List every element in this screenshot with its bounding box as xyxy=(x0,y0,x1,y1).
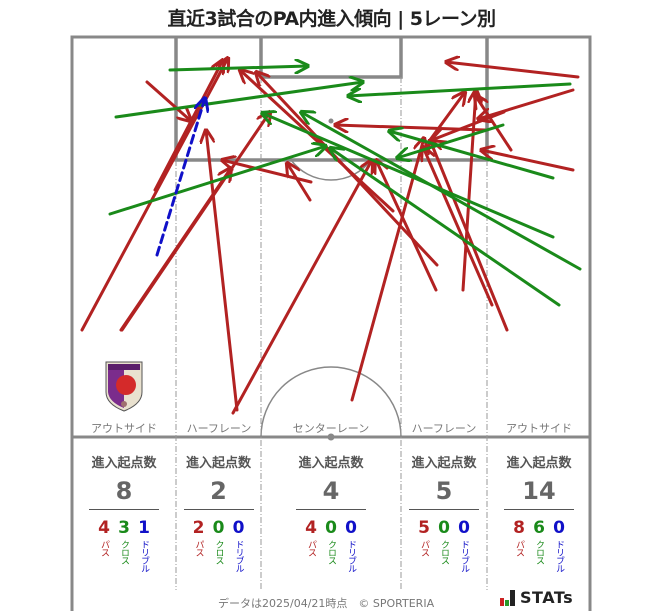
goal-area xyxy=(259,37,403,79)
penalty-arc xyxy=(290,159,372,181)
cross-label: クロス xyxy=(326,540,336,564)
cross-arrow xyxy=(108,146,326,216)
cross-arrow xyxy=(330,148,561,307)
pass-arrow xyxy=(256,72,439,267)
cross-count: 0 xyxy=(325,518,337,538)
bar-chart-icon xyxy=(500,598,504,606)
pass-arrow xyxy=(430,140,509,332)
pass-label: パス xyxy=(514,540,524,556)
pass-count: 5 xyxy=(418,518,430,538)
cross-label: クロス xyxy=(119,540,129,564)
dribble-count: 0 xyxy=(458,518,470,538)
pass-arrow xyxy=(446,62,580,79)
pass-count: 4 xyxy=(305,518,317,538)
pitch-outline xyxy=(70,35,592,611)
stat-header: 進入起点数 xyxy=(185,456,251,471)
lane-label-outside-left: アウトサイド xyxy=(91,422,157,435)
cross-arrow xyxy=(348,82,572,96)
dribble-arrow xyxy=(155,98,205,257)
pass-arrow xyxy=(432,110,506,140)
entry-arrows xyxy=(80,58,582,415)
pass-label: パス xyxy=(419,540,429,556)
dribble-count: 0 xyxy=(553,518,565,538)
pass-arrow xyxy=(478,88,575,119)
lane-label-center: センターレーン xyxy=(292,422,370,435)
lane-stats-outside-right: 進入起点数 14 8 パス 6 クロス 0 ドリブル xyxy=(492,452,586,572)
team-crest xyxy=(105,361,143,412)
pass-arrow xyxy=(240,70,395,213)
stat-header: 進入起点数 xyxy=(91,456,157,471)
lane-stats-center: 進入起点数 4 4 パス 0 クロス 0 ドリブル xyxy=(261,452,401,572)
stat-total: 2 xyxy=(210,477,227,505)
stat-total: 8 xyxy=(115,477,133,505)
dribble-label: ドリブル xyxy=(139,540,149,572)
pass-count: 2 xyxy=(192,518,205,538)
stat-total: 4 xyxy=(322,477,340,505)
lane-stats-outside-left: 進入起点数 8 4 パス 3 クロス 1 ドリブル xyxy=(80,452,168,572)
stats-logo: STATs xyxy=(500,590,573,606)
pass-arrow xyxy=(481,150,575,172)
data-date-footer: データは2025/04/21時点 © SPORTERIA xyxy=(218,597,435,610)
dribble-label: ドリブル xyxy=(459,540,469,572)
cross-count: 6 xyxy=(533,518,545,538)
cross-count: 0 xyxy=(212,518,225,538)
lane-stats-halfspace-left: 進入起点数 2 2 パス 0 クロス 0 ドリブル xyxy=(176,452,261,572)
cross-arrow xyxy=(389,131,555,180)
pass-label: パス xyxy=(193,540,204,556)
dribble-count: 0 xyxy=(345,518,357,538)
pass-count: 4 xyxy=(98,518,110,538)
cross-count: 0 xyxy=(438,518,450,538)
cross-arrow xyxy=(262,113,555,239)
pass-count: 8 xyxy=(513,518,525,538)
dribble-count: 0 xyxy=(232,518,245,538)
cross-count: 3 xyxy=(118,518,130,538)
cross-label: クロス xyxy=(213,540,224,564)
pass-arrow xyxy=(376,160,438,292)
pass-arrow xyxy=(153,60,223,192)
lane-label-halfspace-right: ハーフレーン xyxy=(411,422,477,435)
dribble-label: ドリブル xyxy=(554,540,564,572)
pass-arrow xyxy=(475,95,513,152)
pass-arrow xyxy=(428,92,465,142)
pass-arrow xyxy=(222,160,313,184)
pass-arrow xyxy=(145,80,191,121)
pass-arrow xyxy=(350,138,424,402)
cross-label: クロス xyxy=(534,540,544,564)
pass-arrow xyxy=(287,163,312,202)
pass-label: パス xyxy=(99,540,109,556)
pass-arrow xyxy=(120,112,270,332)
stat-header: 進入起点数 xyxy=(506,456,572,471)
chart-title: 直近3試合のPA内進入傾向 | 5レーン別 xyxy=(167,8,496,30)
dribble-label: ドリブル xyxy=(346,540,356,572)
cross-arrow xyxy=(397,123,505,158)
lane-label-halfspace-left: ハーフレーン xyxy=(186,422,252,435)
pass-arrow xyxy=(461,90,476,292)
pass-arrow xyxy=(206,130,239,412)
center-spot xyxy=(327,433,335,441)
stat-header: 進入起点数 xyxy=(411,456,477,471)
cross-label: クロス xyxy=(439,540,449,564)
stat-total: 5 xyxy=(435,477,453,505)
stat-header: 進入起点数 xyxy=(298,456,364,471)
pass-arrow xyxy=(423,147,494,307)
lane-label-outside-right: アウトサイド xyxy=(506,422,572,435)
dribble-count: 1 xyxy=(138,518,150,538)
lane-stats-halfspace-right: 進入起点数 5 5 パス 0 クロス 0 ドリブル xyxy=(401,452,487,572)
center-circle xyxy=(260,366,402,438)
pass-label: パス xyxy=(306,540,316,556)
pass-arrow xyxy=(231,160,372,415)
stat-total: 14 xyxy=(522,477,556,505)
dribble-label: ドリブル xyxy=(233,540,244,572)
cross-arrow xyxy=(168,66,308,70)
cross-arrow xyxy=(114,82,363,119)
